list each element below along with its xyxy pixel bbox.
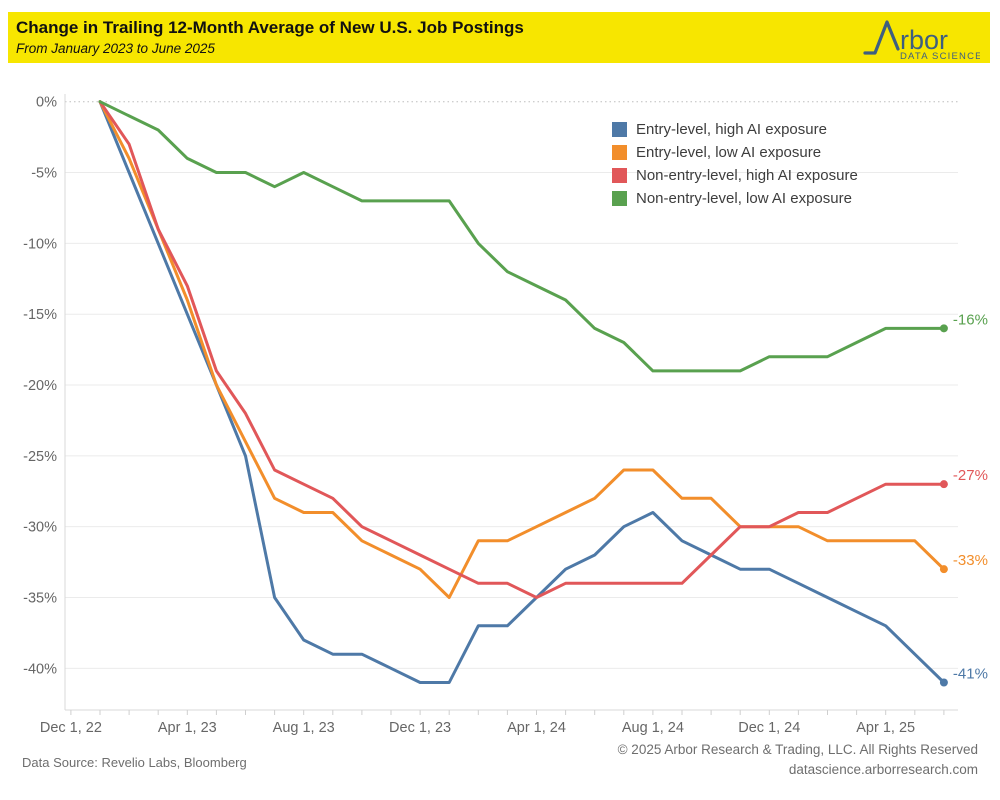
arbor-logo-tagline: DATA SCIENCE [900,51,980,61]
arbor-logo-mark [863,20,900,55]
series-end-label: -33% [953,552,988,569]
page-subtitle: From January 2023 to June 2025 [16,41,215,56]
series-end-dot [939,480,948,489]
page-title: Change in Trailing 12-Month Average of N… [16,18,524,37]
series-line-entry-level-high-ai-exposure[interactable] [98,100,946,684]
x-axis-tick-label: Aug 1, 23 [273,720,335,736]
y-axis-tick-label: -30% [23,520,57,536]
series-line-non-entry-level-high-ai-exposure[interactable] [98,100,946,599]
series-end-dot [939,565,948,574]
legend-swatch-nonentry-high-icon [612,168,627,183]
y-axis-tick-label: -5% [31,166,57,182]
series-end-dot [939,678,948,687]
legend-label: Non-entry-level, low AI exposure [636,190,852,207]
arbor-logo: rbor DATA SCIENCE [862,15,981,66]
y-axis-tick-label: -25% [23,449,57,465]
series-end-label: -27% [953,467,988,484]
y-axis-tick-label: -10% [23,236,57,252]
legend-label: Entry-level, low AI exposure [636,144,822,161]
data-source-note: Data Source: Revelio Labs, Bloomberg [22,755,247,770]
y-axis-tick-label: -40% [23,661,57,677]
website-link[interactable]: datascience.arborresearch.com [788,762,978,777]
arbor-logo-text: rbor [900,25,948,55]
x-axis-tick-label: Apr 1, 24 [507,720,566,736]
legend-swatch-entry-low-icon [612,145,627,160]
series-end-label: -16% [953,311,988,328]
series-line-entry-level-low-ai-exposure[interactable] [98,100,946,599]
y-axis-tick-label: -15% [23,307,57,323]
series-line-non-entry-level-low-ai-exposure[interactable] [98,100,946,373]
x-axis-tick-label: Dec 1, 23 [389,720,451,736]
x-axis-tick-label: Apr 1, 25 [856,720,915,736]
x-axis-tick-label: Dec 1, 22 [40,720,102,736]
chart-legend: Entry-level, high AI exposure Entry-leve… [612,118,858,210]
x-axis-tick-label: Apr 1, 23 [158,720,217,736]
series-end-dot [939,324,948,333]
legend-item-entry-low[interactable]: Entry-level, low AI exposure [612,141,858,164]
header-banner: Change in Trailing 12-Month Average of N… [8,12,990,63]
y-axis-tick-label: -35% [23,591,57,607]
copyright-block: © 2025 Arbor Research & Trading, LLC. Al… [618,740,978,780]
y-axis-tick-label: -20% [23,378,57,394]
legend-swatch-entry-high-icon [612,122,627,137]
series-end-label: -41% [953,666,988,683]
line-chart: 0% -5% -10% -15% -20% -25% -30% -35% -40% Dec 1, … [23,94,988,736]
copyright-text: © 2025 Arbor Research & Trading, LLC. Al… [617,742,978,757]
legend-label: Non-entry-level, high AI exposure [636,167,858,184]
legend-item-nonentry-low[interactable]: Non-entry-level, low AI exposure [612,187,858,210]
x-axis-tick-label: Aug 1, 24 [622,720,684,736]
x-axis-tick-label: Dec 1, 24 [738,720,800,736]
legend-item-entry-high[interactable]: Entry-level, high AI exposure [612,118,858,141]
legend-item-nonentry-high[interactable]: Non-entry-level, high AI exposure [612,164,858,187]
legend-label: Entry-level, high AI exposure [636,121,827,138]
legend-swatch-nonentry-low-icon [612,191,627,206]
y-axis-tick-label: 0% [36,95,57,111]
